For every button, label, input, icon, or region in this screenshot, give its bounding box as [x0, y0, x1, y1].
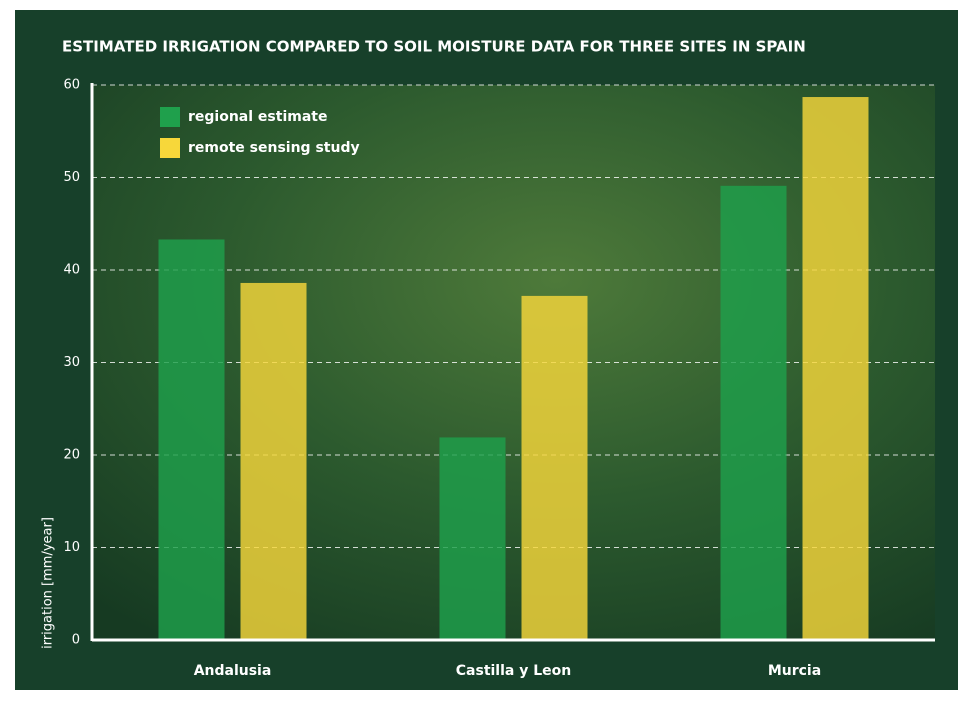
y-tick-label: 50	[63, 170, 80, 185]
legend-label: remote sensing study	[188, 140, 360, 156]
x-tick-label: Castilla y Leon	[456, 663, 571, 679]
bar	[158, 239, 225, 640]
y-tick-label: 10	[63, 540, 80, 555]
y-tick-label: 20	[63, 448, 80, 463]
y-tick-label: 60	[63, 78, 80, 93]
bar	[240, 282, 307, 640]
legend-label: regional estimate	[188, 109, 327, 125]
bar	[802, 97, 869, 640]
legend-swatch	[160, 138, 180, 158]
chart-title: ESTIMATED IRRIGATION COMPARED TO SOIL MO…	[62, 38, 806, 56]
y-tick-label: 30	[63, 355, 80, 370]
bar	[521, 295, 588, 640]
legend-swatch	[160, 107, 180, 127]
bar	[720, 185, 787, 640]
bar	[439, 437, 506, 640]
y-tick-label: 40	[63, 263, 80, 278]
x-tick-label: Murcia	[768, 663, 821, 679]
y-axis-label: irrigation [mm/year]	[41, 517, 56, 649]
x-tick-label: Andalusia	[194, 663, 272, 679]
y-tick-label: 0	[72, 633, 80, 648]
